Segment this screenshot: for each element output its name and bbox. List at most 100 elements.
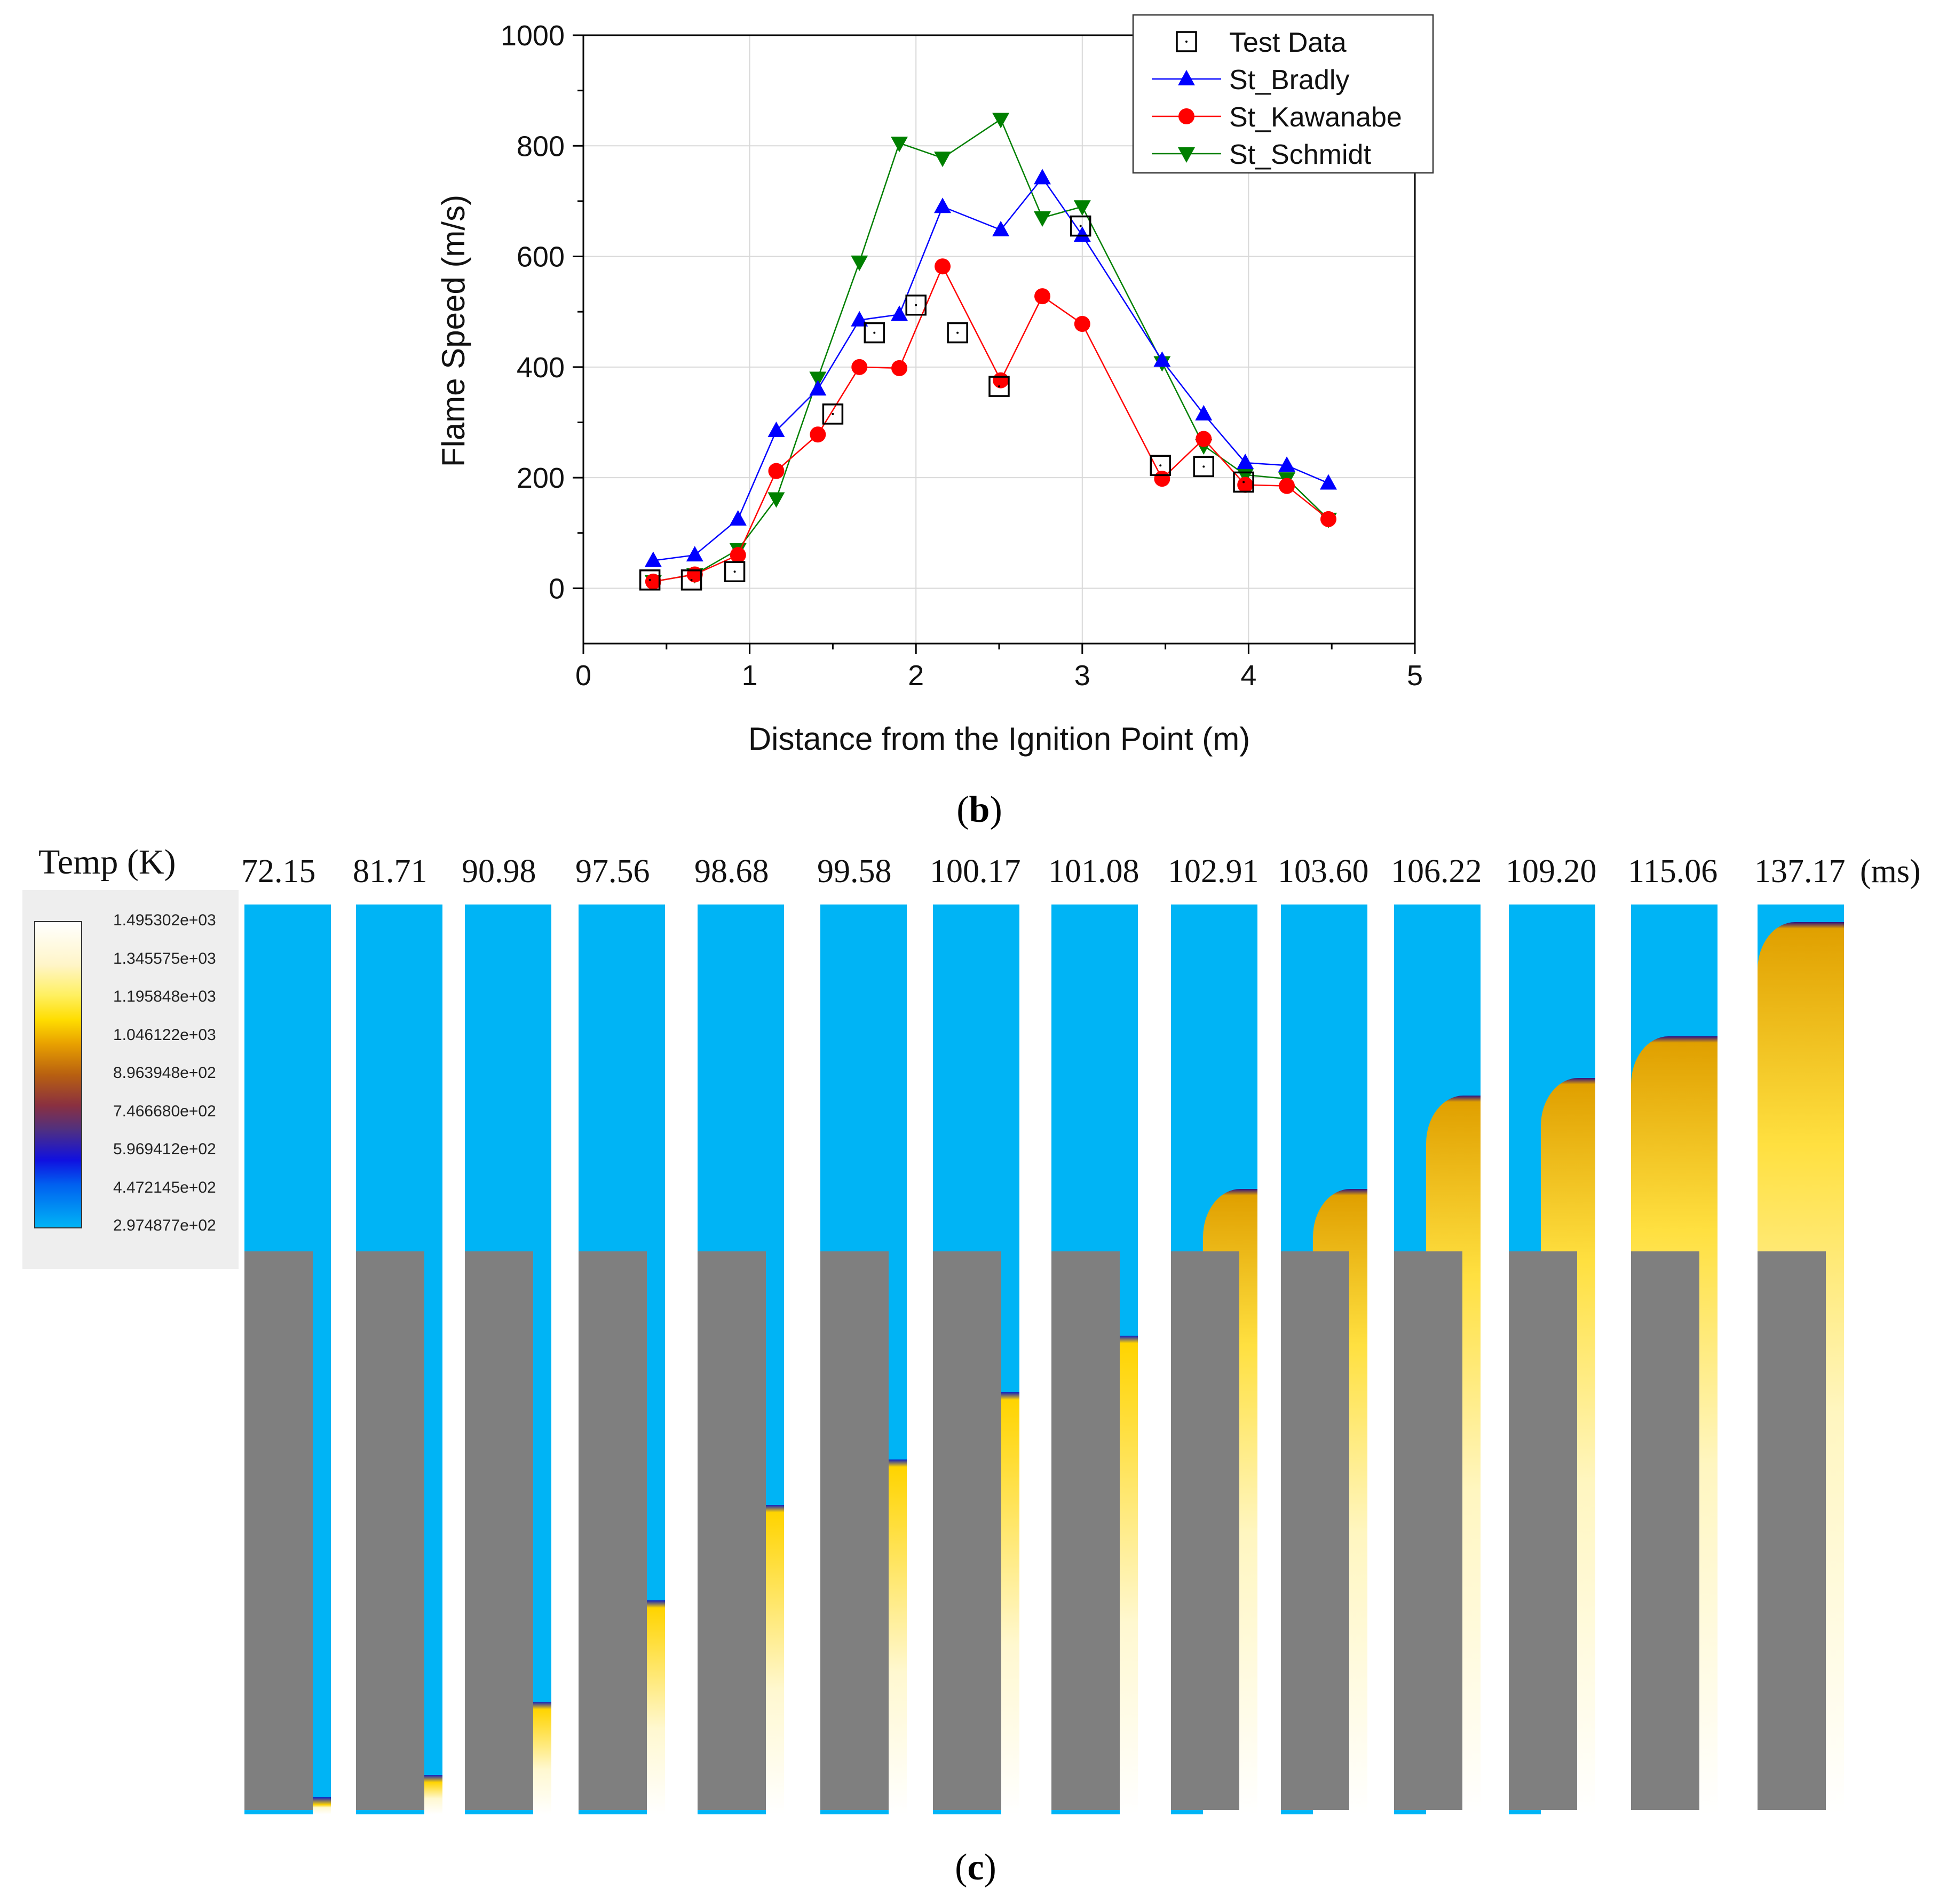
legend-item-st-schmidt: St_Schmidt	[1152, 139, 1371, 170]
test-data-point-dot	[1159, 464, 1162, 467]
colorbar-tick-label: 5.969412e+02	[113, 1140, 216, 1158]
flame-front	[766, 1504, 784, 1814]
x-tick-label: 2	[908, 660, 924, 692]
obstacle-wall	[1631, 1251, 1699, 1810]
test-data-point-dot	[832, 412, 834, 415]
legend-label: Test Data	[1229, 27, 1347, 58]
time-label: 97.56	[575, 853, 650, 890]
obstacle-wall	[933, 1251, 1001, 1810]
time-label: 115.06	[1628, 853, 1718, 890]
cfd-frame-0	[244, 905, 331, 1814]
st-kawanabe-point	[935, 258, 951, 275]
obstacle-wall	[820, 1251, 889, 1810]
test-data-point-dot	[915, 304, 917, 306]
flame-front	[1001, 1392, 1019, 1814]
x-tick-label: 1	[742, 660, 758, 692]
time-label: 101.08	[1048, 853, 1139, 890]
test-data-point-dot	[690, 578, 693, 581]
st-bradly-point	[1034, 169, 1051, 185]
y-tick-label: 0	[549, 573, 565, 605]
test-data-point-dot	[648, 578, 651, 581]
st-bradly-point	[729, 510, 747, 526]
st-schmidt-point	[992, 113, 1010, 129]
y-axis-label: Flame Speed (m/s)	[436, 195, 471, 467]
cfd-frame-1	[356, 905, 442, 1814]
st-kawanabe-point	[730, 547, 746, 564]
axes: 0 1 2 3 4 5 0 200 400 600 800 1000	[501, 20, 1423, 692]
st-bradly-point	[1319, 474, 1337, 490]
test-data-point	[1070, 215, 1091, 237]
legend-box	[1132, 14, 1434, 174]
legend: Test Data St_Bradly St_Kawanabe St_Schmidt	[1132, 14, 1434, 174]
cfd-frame-9	[1281, 905, 1367, 1814]
x-tick-label: 3	[1074, 660, 1090, 692]
series-st-schmidt	[644, 113, 1337, 591]
time-label: 90.98	[462, 853, 536, 890]
st-bradly-point	[992, 220, 1010, 236]
y-tick-label: 1000	[501, 20, 565, 52]
st-schmidt-point	[1073, 200, 1091, 216]
y-tick-label: 800	[517, 130, 565, 162]
cfd-frame-13	[1758, 905, 1844, 1814]
colorbar-gradient	[34, 921, 82, 1228]
st-bradly-point	[851, 311, 868, 327]
cfd-frame-8	[1171, 905, 1257, 1814]
colorbar-tick-label: 1.046122e+03	[113, 1026, 216, 1044]
time-label: 99.58	[817, 853, 892, 890]
flame-front	[1758, 922, 1844, 1814]
st-bradly-point	[1278, 456, 1296, 472]
flame-front	[1631, 1036, 1718, 1814]
st-kawanabe-point	[891, 360, 908, 376]
st-bradly-point	[644, 551, 662, 567]
st-schmidt-point	[891, 137, 908, 153]
y-tick-label: 200	[517, 462, 565, 494]
flame-front	[1203, 1189, 1257, 1814]
colorbar-tick-label: 1.345575e+03	[113, 949, 216, 967]
panel-c-label: (c)	[955, 1847, 996, 1888]
time-label: 100.17	[930, 853, 1021, 890]
colorbar-title: Temp (K)	[38, 843, 176, 882]
colorbar-tick-label: 2.974877e+02	[113, 1217, 216, 1234]
flame-front	[1541, 1078, 1595, 1814]
st-kawanabe-point	[1074, 315, 1090, 332]
st-schmidt-point	[934, 152, 952, 168]
cfd-frame-12	[1631, 905, 1718, 1814]
series-st-bradly	[644, 169, 1337, 567]
flame-speed-chart: 0 1 2 3 4 5 0 200 400 600 800 1000 Distance from th…	[436, 14, 1434, 757]
time-unit-label: (ms)	[1860, 853, 1921, 890]
x-tick-label: 4	[1240, 660, 1256, 692]
st-kawanabe-point	[1279, 478, 1295, 494]
obstacle-wall	[1509, 1251, 1577, 1810]
flame-front	[1120, 1336, 1138, 1814]
colorbar: 1.495302e+03 1.345575e+03 1.195848e+03 1.04…	[22, 890, 239, 1269]
y-tick-label: 600	[517, 241, 565, 273]
test-data-point-dot	[1202, 465, 1205, 468]
legend-marker	[1176, 31, 1197, 52]
cfd-frame-3	[579, 905, 665, 1814]
time-label: 137.17	[1754, 853, 1846, 890]
st-schmidt-point	[851, 255, 868, 271]
test-data-point	[1150, 455, 1172, 477]
st-bradly-point	[1153, 351, 1171, 367]
st-kawanabe-point	[1320, 511, 1336, 527]
time-label: 103.60	[1278, 853, 1369, 890]
colorbar-tick-label: 7.466680e+02	[113, 1102, 216, 1120]
cfd-frame-10	[1394, 905, 1481, 1814]
test-data-point	[639, 569, 661, 591]
legend-marker	[1178, 108, 1194, 124]
data-series	[639, 113, 1337, 591]
obstacle-wall	[698, 1251, 766, 1810]
cfd-frame-11	[1509, 905, 1595, 1814]
x-axis-label: Distance from the Ignition Point (m)	[748, 721, 1250, 757]
st-bradly-point	[934, 197, 952, 213]
flame-front	[1313, 1189, 1367, 1814]
obstacle-wall	[1051, 1251, 1120, 1810]
panel-b-letter: b	[969, 789, 990, 830]
st-bradly-point	[1195, 404, 1213, 421]
cfd-frame-7	[1051, 905, 1138, 1814]
cfd-frame-4	[698, 905, 784, 1814]
obstacle-wall	[579, 1251, 647, 1810]
test-data-point-dot	[1242, 481, 1245, 483]
test-data-point	[864, 322, 885, 344]
legend-marker	[1178, 147, 1195, 163]
